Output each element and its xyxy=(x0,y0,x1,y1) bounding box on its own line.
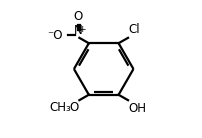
Text: O: O xyxy=(69,101,79,114)
Text: CH₃: CH₃ xyxy=(49,101,71,114)
Text: ⁻O: ⁻O xyxy=(47,29,62,42)
Text: +: + xyxy=(78,25,86,34)
Text: OH: OH xyxy=(129,102,147,115)
Text: N: N xyxy=(74,24,82,37)
Text: Cl: Cl xyxy=(129,23,140,36)
Text: O: O xyxy=(73,10,83,23)
